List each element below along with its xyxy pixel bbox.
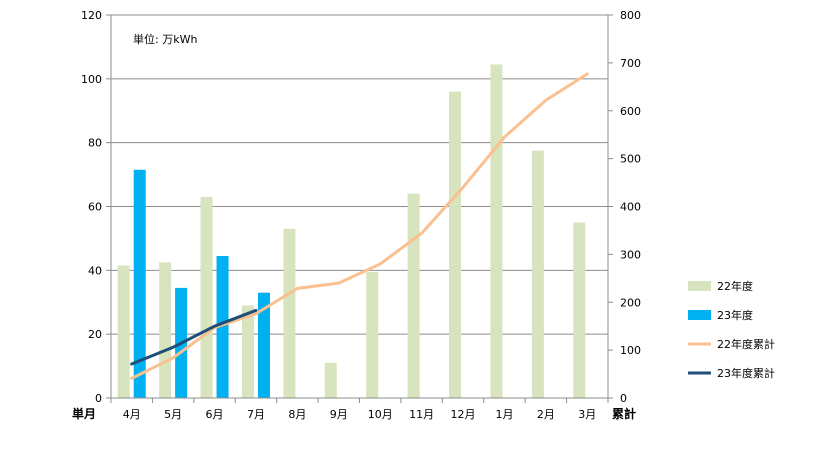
left-axis-ticks: 0 20 40 60 80 100 120 [81, 9, 111, 405]
left-tick-label: 80 [88, 137, 102, 150]
bar-22年度 [241, 305, 254, 398]
x-tick-label: 6月 [206, 408, 224, 421]
line-22年度累計 [130, 72, 589, 380]
bar-23年度 [133, 169, 146, 398]
bar-22年度 [490, 64, 503, 399]
bar-22年度 [407, 193, 420, 398]
legend-label: 22年度累計 [717, 337, 775, 351]
bar-22年度 [324, 362, 337, 398]
bar-23年度 [257, 292, 270, 398]
right-tick-label: 100 [620, 344, 641, 357]
x-tick-label: 9月 [330, 408, 348, 421]
bar-22年度 [117, 265, 130, 398]
right-tick-label: 300 [620, 248, 641, 261]
bar-22年度 [531, 150, 544, 398]
x-tick-label: 12月 [451, 408, 476, 421]
right-tick-label: 800 [620, 9, 641, 22]
legend: 22年度 23年度 22年度累計 23年度累計 [688, 279, 775, 380]
x-tick-label: 5月 [164, 408, 182, 421]
bar-22年度 [200, 196, 213, 398]
bar-23年度 [216, 255, 229, 398]
unit-note: 単位: 万kWh [133, 32, 197, 46]
x-tick-label: 4月 [123, 408, 141, 421]
left-tick-label: 0 [95, 392, 102, 405]
left-tick-label: 100 [81, 73, 102, 86]
legend-swatch [688, 310, 711, 320]
bar-22年度 [283, 228, 296, 398]
bar-22年度 [449, 91, 462, 398]
right-tick-label: 600 [620, 105, 641, 118]
bar-series [117, 64, 586, 399]
line-series [130, 72, 589, 380]
left-tick-label: 20 [88, 328, 102, 341]
line-23年度累計 [130, 308, 258, 366]
left-tick-label: 120 [81, 9, 102, 22]
left-axis-title: 単月 [72, 406, 96, 421]
right-tick-label: 400 [620, 201, 641, 214]
legend-label: 22年度 [717, 279, 753, 293]
x-tick-label: 3月 [578, 408, 596, 421]
x-tick-label: 10月 [368, 408, 393, 421]
x-axis-ticks: 4月 5月 6月 7月 8月 9月 10月 11月 12月 1月 2月 3月 [110, 398, 609, 421]
legend-label: 23年度 [717, 308, 753, 322]
right-tick-label: 0 [620, 392, 627, 405]
x-tick-label: 2月 [537, 408, 555, 421]
right-axis-ticks: 0 100 200 300 400 500 600 700 800 [608, 9, 641, 405]
bar-22年度 [366, 271, 379, 398]
legend-swatch [688, 281, 711, 291]
right-tick-label: 200 [620, 296, 641, 309]
bar-22年度 [159, 262, 172, 398]
left-tick-label: 40 [88, 264, 102, 277]
x-tick-label: 1月 [495, 408, 513, 421]
left-tick-label: 60 [88, 201, 102, 214]
right-tick-label: 500 [620, 153, 641, 166]
gridlines [111, 14, 608, 399]
legend-label: 23年度累計 [717, 366, 775, 380]
x-tick-label: 11月 [409, 408, 434, 421]
x-tick-label: 7月 [247, 408, 265, 421]
x-tick-label: 8月 [288, 408, 306, 421]
right-tick-label: 700 [620, 57, 641, 70]
bar-22年度 [573, 222, 586, 398]
right-axis-title: 累計 [612, 406, 636, 421]
